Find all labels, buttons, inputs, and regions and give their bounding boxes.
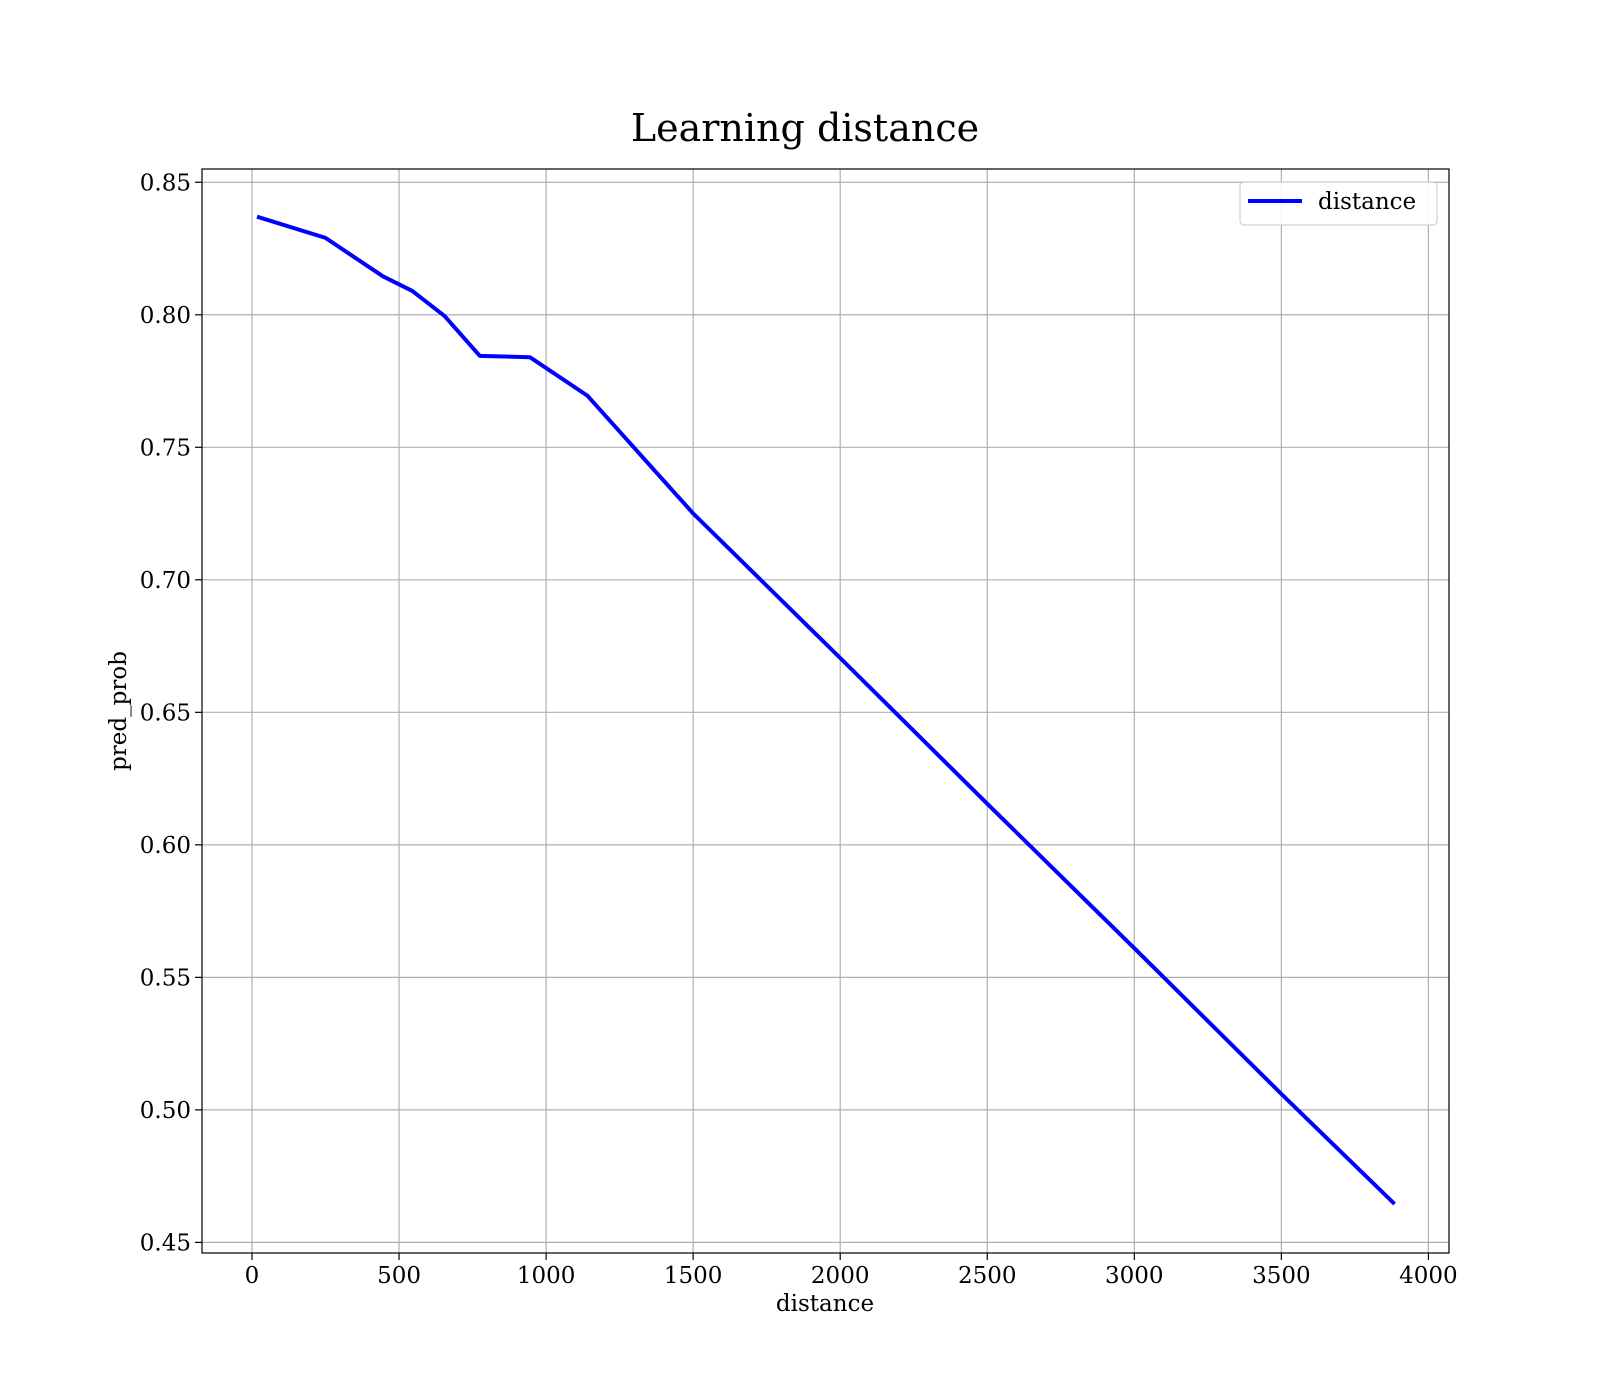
y-tick-label: 0.75 — [140, 435, 191, 461]
plot-area-frame — [201, 168, 1450, 1254]
y-tick-label: 0.45 — [140, 1230, 191, 1256]
x-axis-label: distance — [776, 1291, 874, 1317]
legend: distance — [1239, 181, 1438, 226]
legend-box — [1239, 181, 1438, 226]
y-tick-label: 0.65 — [140, 700, 191, 726]
x-tick-label: 2000 — [811, 1263, 870, 1289]
x-tick-label: 3000 — [1105, 1263, 1164, 1289]
y-tick-label: 0.60 — [140, 833, 191, 859]
y-tick-label: 0.80 — [140, 303, 191, 329]
x-tick-label: 4000 — [1399, 1263, 1458, 1289]
x-tick-label: 1500 — [664, 1263, 723, 1289]
y-tick-label: 0.55 — [140, 965, 191, 991]
x-tick-label: 0 — [245, 1263, 260, 1289]
x-tick-label: 500 — [377, 1263, 421, 1289]
x-tick-label: 2500 — [958, 1263, 1017, 1289]
y-tick-label: 0.85 — [140, 170, 191, 196]
grid — [202, 169, 1449, 1253]
series-line-distance — [256, 214, 1396, 1206]
y-tick-label: 0.70 — [140, 568, 191, 594]
y-axis-label: pred_prob — [106, 651, 132, 771]
axis-ticks: 0 500 1000 1500 2000 2500 3000 3500 4000 0.45 0.50… — [140, 170, 1458, 1289]
chart-title: Learning distance — [631, 106, 979, 150]
series-layer — [256, 214, 1396, 1206]
x-tick-label: 1000 — [517, 1263, 576, 1289]
x-tick-label: 3500 — [1252, 1263, 1311, 1289]
y-tick-label: 0.50 — [140, 1098, 191, 1124]
legend-label-distance: distance — [1318, 189, 1416, 215]
